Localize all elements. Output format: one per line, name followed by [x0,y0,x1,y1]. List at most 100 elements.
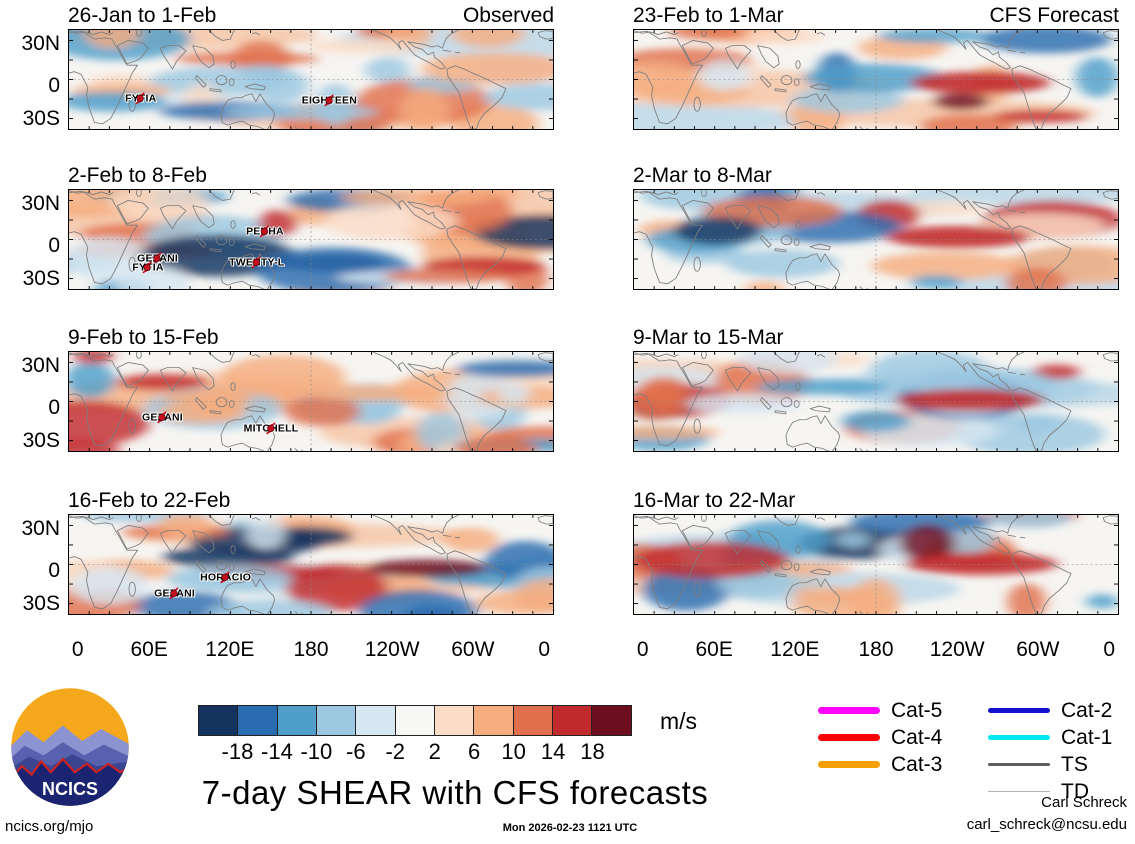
colorbar-tick-label: 18 [580,739,605,764]
panel-source-label: Observed [462,4,554,27]
map-canvas: HORACIO GEZANI [68,514,554,615]
colorbar-tick-label: -6 [346,739,366,764]
coastline [69,30,553,129]
axis-ticks [69,352,553,451]
ncics-logo-svg: NCICS [11,688,129,806]
panel-title: 16-Mar to 22-Mar [633,489,796,512]
legend-label: TD [1061,779,1089,803]
colorbar-cell [394,705,436,736]
map-canvas [633,29,1119,130]
x-tick: 60E [130,638,168,661]
x-tick: 0 [1103,638,1116,661]
anomaly-map-svg [634,190,1118,289]
panel-obs-2: 2-Feb to 8-Feb PENHA TWENTY-L [68,162,554,290]
legend-row: TS [988,751,1135,778]
legend-row: TD [988,778,1135,805]
y-tick-eq: 0 [48,234,60,257]
colorbar-cell [591,705,632,736]
y-tick-30n: 30N [21,32,60,55]
panel-title: 9-Mar to 15-Mar [633,326,784,349]
author-name: Carl Schreck [1041,794,1127,811]
anomaly-field [69,515,553,614]
colorbar-tick-label: -10 [300,739,333,764]
storm-legend-col2: Cat-2 Cat-1 TS TD [988,697,1135,805]
coastline [634,30,1118,129]
legend-row: Cat-2 [988,697,1135,724]
map-canvas: GEZANI MITCHELL [68,351,554,452]
y-tick-30n: 30N [21,517,60,540]
y-tick-eq: 0 [48,74,60,97]
colorbar-tick-label: 6 [468,739,481,764]
y-tick-30s: 30S [22,592,60,615]
axis-ticks [69,30,553,129]
x-axis-right: 0 60E 120E 180 120W 60W 0 [633,638,1119,668]
colorbar-labels: -18 -14 -10 -6 -2 2 6 10 14 18 [198,739,632,765]
legend-label: Cat-5 [891,698,943,722]
x-tick: 0 [538,638,551,661]
x-tick: 60W [451,638,495,661]
coastline [634,515,1118,614]
legend-row: Cat-4 [818,724,988,751]
anomaly-map-svg [69,30,553,129]
colorbar-units: m/s [660,708,698,734]
timestamp: Mon 2026-02-23 1121 UTC [502,822,638,834]
panel-title: 9-Feb to 15-Feb [68,326,219,349]
colorbar-tick-label: 14 [540,739,566,764]
panel-source-label: CFS Forecast [989,4,1119,27]
anomaly-map-svg [69,190,553,289]
axis-ticks [69,190,553,289]
axis-ticks [634,515,1118,614]
legend-line-swatch [988,708,1050,713]
legend-label: Cat-4 [891,725,943,749]
y-tick-30n: 30N [21,192,60,215]
legend-row: Cat-3 [818,751,988,778]
map-canvas: PENHA TWENTY-L GEZANI FYTIA [68,189,554,290]
anomaly-field [69,352,553,451]
anomaly-field [634,515,1118,614]
x-tick: 180 [858,638,894,661]
legend-label: Cat-2 [1061,698,1113,722]
panel-title: 16-Feb to 22-Feb [68,489,231,512]
y-tick-30s: 30S [22,429,60,452]
colorbar [198,705,632,736]
axis-ticks [634,190,1118,289]
x-tick: 120W [929,638,985,661]
map-canvas [633,351,1119,452]
map-canvas [633,189,1119,290]
panel-obs-4: 16-Feb to 22-Feb HORACIO GEZANI [68,487,554,615]
panel-title: 23-Feb to 1-Mar [633,4,784,27]
map-canvas [633,514,1119,615]
panel-title: 2-Feb to 8-Feb [68,164,207,187]
anomaly-map-svg [69,352,553,451]
anomaly-map-svg [634,352,1118,451]
y-tick-30n: 30N [21,354,60,377]
author-email: carl_schreck@ncsu.edu [966,816,1127,833]
legend-label: Cat-3 [891,752,943,776]
legend-line-swatch [818,734,880,741]
legend-label: Cat-1 [1061,725,1113,749]
x-tick: 120W [364,638,420,661]
anomaly-map-svg [69,515,553,614]
axis-ticks [634,30,1118,129]
ncics-logo: NCICS [10,687,130,807]
panel-fcst-3: 9-Mar to 15-Mar [633,324,1119,452]
map-canvas: FYTIA EIGHTEEN [68,29,554,130]
legend-row: Cat-5 [818,697,988,724]
storm-legend-col1: Cat-5 Cat-4 Cat-3 [818,697,988,778]
x-tick: 180 [293,638,329,661]
anomaly-map-svg [634,515,1118,614]
colorbar-tick-label: 10 [501,739,526,764]
x-tick: 0 [636,638,649,661]
anomaly-field [639,190,1118,289]
logo-text: NCICS [42,779,98,799]
y-tick-eq: 0 [48,396,60,419]
legend-line-swatch [818,707,880,714]
axis-ticks [69,515,553,614]
x-tick: 60W [1016,638,1060,661]
panel-title: 26-Jan to 1-Feb [68,4,217,27]
anomaly-field [634,352,1118,451]
axis-ticks [634,352,1118,451]
colorbar-tick-label: -14 [261,739,293,764]
coastline [69,190,553,289]
